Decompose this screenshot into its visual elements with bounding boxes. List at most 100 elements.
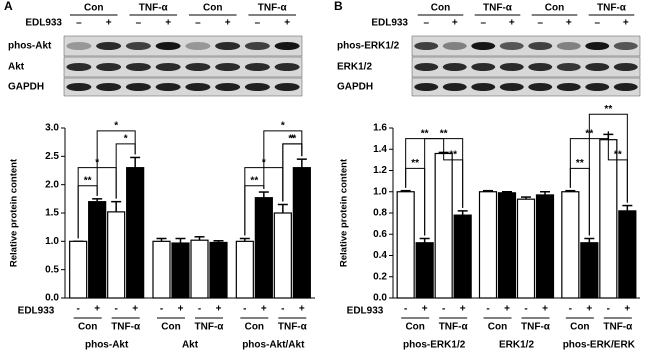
blot-band [613, 83, 638, 91]
significance-label: ** [84, 175, 92, 186]
blot-band [244, 63, 270, 71]
blot-band [125, 63, 151, 71]
blot-band [613, 42, 638, 50]
y-tick-label: 2.5 [45, 151, 59, 162]
x-mark: - [569, 304, 572, 315]
blot-band [613, 63, 638, 71]
blot-mark: + [225, 18, 231, 29]
blot-group: TNF-α [483, 3, 513, 14]
subgroup-label: Con [161, 322, 180, 333]
blot-strip [63, 77, 303, 97]
bar [561, 191, 580, 299]
blot-mark: + [165, 18, 171, 29]
blot-band [556, 63, 581, 71]
blot-mark: – [537, 18, 543, 29]
bar [599, 139, 618, 299]
significance-bracket [607, 131, 628, 203]
x-mark: - [524, 304, 527, 315]
blot-band [96, 83, 122, 91]
x-mark: - [114, 304, 117, 315]
blot-band [442, 83, 467, 91]
y-tick-label: 1.5 [45, 208, 59, 219]
blot-band [585, 63, 610, 71]
blot-band [471, 83, 496, 91]
blot-band [528, 83, 553, 91]
subgroup-label: TNF-α [521, 322, 551, 333]
blot-band [66, 63, 92, 71]
blot-group: TNF-α [139, 3, 169, 14]
blot-band [528, 42, 553, 50]
blot-band [96, 42, 122, 50]
y-tick-label: 0.8 [373, 208, 387, 219]
subgroup-label: Con [78, 322, 97, 333]
bar [434, 152, 453, 299]
subgroup-label: TNF-α [603, 322, 633, 333]
significance-label: ** [250, 175, 258, 186]
blot-mark: + [284, 18, 290, 29]
blot-strip [411, 77, 641, 97]
x-mark: + [178, 304, 184, 315]
subgroup-label: TNF-α [278, 322, 308, 333]
significance-bracket [282, 143, 303, 202]
blot-band [556, 42, 581, 50]
blot-mark: – [136, 18, 142, 29]
significance-label: ** [604, 104, 612, 115]
blot-group: Con [431, 3, 450, 14]
bar [88, 201, 107, 299]
blot-band [125, 42, 151, 50]
blot-row-label: phos-ERK1/2 [337, 41, 400, 52]
group-label: phos-Akt/Akt [242, 340, 305, 351]
y-tick-label: 1.0 [373, 186, 387, 197]
subgroup-label: TNF-α [439, 322, 469, 333]
blot-row-label: phos-Akt [8, 41, 52, 52]
blot-band [471, 42, 496, 50]
blot-band [414, 42, 439, 50]
blot-band [274, 63, 300, 71]
blot-band [442, 42, 467, 50]
significance-bracket [96, 130, 136, 196]
bar [190, 239, 209, 299]
blot-strip [411, 56, 641, 78]
bar [478, 191, 498, 299]
subgroup-label: TNF-α [195, 322, 225, 333]
x-mark: - [486, 304, 489, 315]
blot-mark: – [195, 18, 201, 29]
x-mark: - [404, 304, 407, 315]
x-mark: - [281, 304, 284, 315]
panel-letter: A [4, 0, 13, 13]
bar [516, 198, 536, 299]
significance-bracket [115, 143, 136, 199]
group-label: phos-ERK/ERK [563, 340, 636, 351]
y-tick-label: 3.0 [45, 123, 59, 134]
x-mark: + [586, 304, 592, 315]
group-label: ERK1/2 [499, 340, 534, 351]
blot-band [66, 42, 92, 50]
significance-label: ** [421, 128, 429, 139]
bar [292, 167, 311, 299]
blot-row-label: GAPDH [337, 82, 373, 93]
blot-row-label: GAPDH [8, 82, 44, 93]
blot-band [215, 83, 241, 91]
blot-group: Con [545, 3, 564, 14]
bar [580, 242, 599, 299]
subgroup-label: TNF-α [111, 322, 141, 333]
y-tick-label: 1.2 [373, 165, 387, 176]
blot-mark: + [452, 18, 458, 29]
subgroup-label: Con [405, 322, 424, 333]
y-tick-label: 1.6 [373, 123, 387, 134]
blot-band [471, 63, 496, 71]
blot-mark: – [255, 18, 261, 29]
bar [497, 192, 517, 299]
y-tick-label: 2.0 [45, 179, 59, 190]
bar [415, 242, 434, 299]
bar [618, 210, 637, 299]
blot-band [528, 63, 553, 71]
significance-bracket [443, 149, 464, 208]
blot-band [215, 63, 241, 71]
blot-band [244, 83, 270, 91]
subgroup-label: Con [245, 322, 264, 333]
blot-band [96, 63, 122, 71]
x-mark: + [422, 304, 428, 315]
blot-band [155, 63, 181, 71]
blot-band [585, 83, 610, 91]
